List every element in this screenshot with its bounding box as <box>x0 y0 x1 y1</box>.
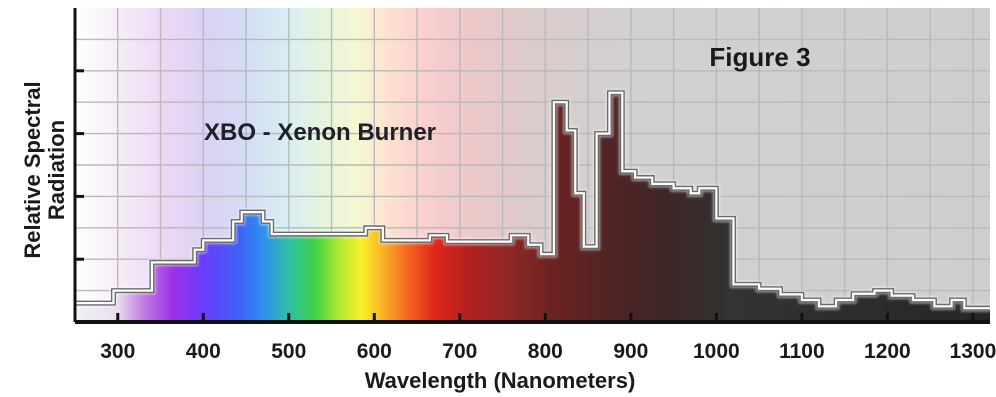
x-tick-label: 300 <box>100 340 135 363</box>
y-axis-title-line2: Radiation <box>44 120 69 220</box>
x-tick-label: 900 <box>613 340 648 363</box>
x-tick-label: 600 <box>357 340 392 363</box>
x-tick-label: 700 <box>442 340 477 363</box>
y-axis-title-line1: Relative Spectral <box>20 81 45 258</box>
x-tick-label: 400 <box>186 340 221 363</box>
x-axis: 300 400 500 600 700 800 900 1000 1100 1200 1300 <box>75 313 996 363</box>
chart-title: Figure 3 <box>709 42 810 72</box>
x-axis-title: Wavelength (Nanometers) <box>365 368 636 393</box>
x-tick-label: 800 <box>528 340 563 363</box>
x-tick-label: 1200 <box>864 340 911 363</box>
x-tick-label: 500 <box>271 340 306 363</box>
x-tick-label: 1300 <box>950 340 996 363</box>
spectrum-area <box>75 92 990 322</box>
y-axis <box>73 8 84 322</box>
spectrum-outline <box>75 91 990 310</box>
chart-annotation: XBO - Xenon Burner <box>204 119 436 146</box>
x-tick-label: 1100 <box>779 340 825 363</box>
x-tick-label: 1000 <box>693 340 740 363</box>
